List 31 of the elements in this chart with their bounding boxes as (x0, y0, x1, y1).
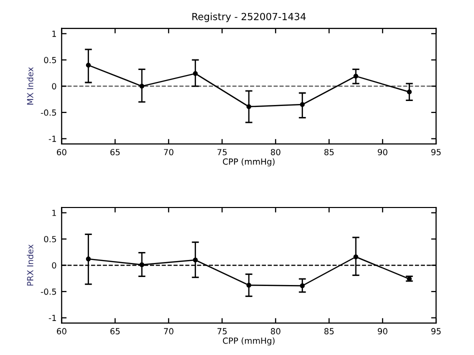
x-axis-title: CPP (mmHg) (222, 337, 275, 346)
y-tick-label: 0 (52, 262, 56, 269)
x-tick-label: 60 (56, 148, 66, 156)
x-tick-label: 70 (164, 148, 174, 156)
x-tick-label: 80 (270, 148, 280, 156)
y-tick-label: -0.5 (40, 109, 56, 116)
x-tick-label: 70 (164, 328, 174, 334)
x-tick-label: 60 (56, 328, 66, 334)
y-tick-label: 0.5 (44, 56, 56, 64)
y-tick-label: -0.5 (40, 288, 56, 295)
y-axis-title: MX Index (26, 67, 34, 105)
y-tick-label: -1 (48, 136, 56, 142)
x-tick-label: 75 (217, 328, 227, 334)
y-tick-label: 1 (52, 210, 56, 216)
x-tick-label: 65 (110, 148, 120, 156)
x-tick-label: 65 (110, 328, 120, 334)
x-tick-label: 80 (270, 328, 280, 334)
x-tick-label: 90 (378, 148, 388, 156)
y-tick-label: 0 (52, 83, 56, 90)
y-tick-label: 0.5 (44, 236, 56, 242)
y-tick-label: -1 (48, 314, 56, 321)
x-tick-label: 75 (217, 149, 227, 156)
x-tick-label: 95 (431, 148, 441, 156)
y-tick-label: 1 (52, 30, 56, 37)
y-axis-title: PRX Index (26, 244, 34, 286)
x-tick-label: 85 (324, 148, 334, 156)
x-tick-label: 90 (378, 328, 388, 334)
chart-title: Registry - 252007-1434 (192, 12, 306, 22)
x-tick-label: 95 (431, 328, 441, 334)
x-tick-label: 85 (324, 328, 334, 334)
x-axis-title: CPP (mmHg) (222, 158, 275, 166)
